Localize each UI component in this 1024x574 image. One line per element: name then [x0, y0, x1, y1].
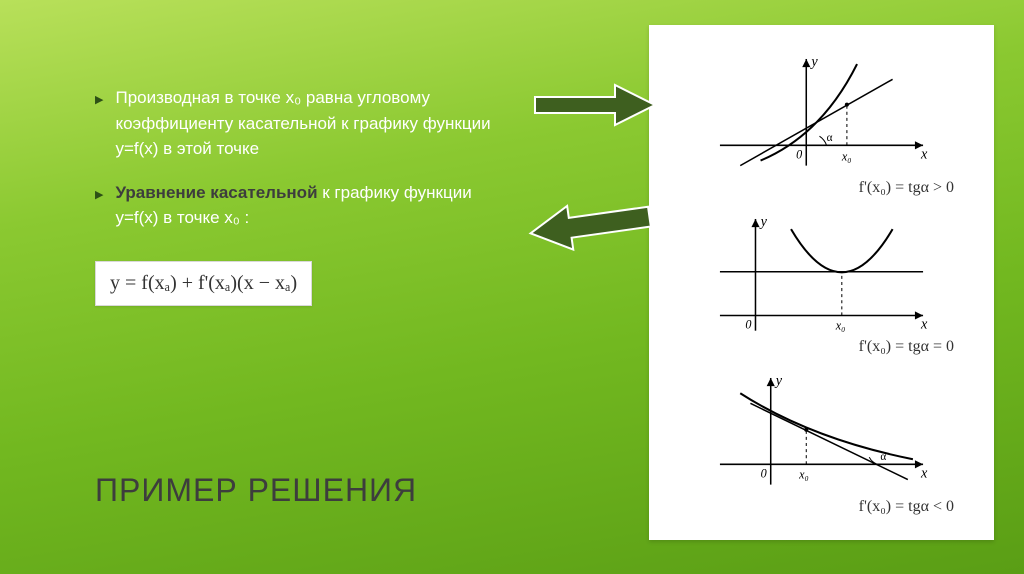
svg-text:x₀: x₀ [835, 318, 846, 332]
svg-text:y: y [759, 214, 768, 230]
svg-text:0: 0 [796, 148, 802, 162]
arrow-right-icon [530, 80, 660, 130]
svg-text:α: α [827, 132, 833, 144]
bullet-marker-icon: ▶ [95, 92, 103, 162]
svg-text:x: x [920, 466, 928, 482]
svg-text:x₀: x₀ [798, 468, 809, 482]
section-title: ПРИМЕР РЕШЕНИЯ [95, 472, 417, 509]
graph-3-svg: α 0 x₀ x y [659, 362, 984, 506]
svg-text:y: y [774, 373, 783, 389]
arrow-left-icon [525, 195, 655, 255]
bullet-marker-icon: ▶ [95, 187, 103, 231]
svg-text:x: x [920, 316, 928, 332]
svg-text:0: 0 [745, 317, 751, 331]
graph-1-svg: α 0 x₀ x y [659, 43, 984, 187]
graph-3-caption: f'(x₀) = tgα < 0 [659, 498, 984, 516]
bullet-2: ▶ Уравнение касательной к графику функци… [95, 180, 515, 231]
svg-text:y: y [809, 54, 818, 70]
graph-negative-slope: α 0 x₀ x y f'(x₀) = tgα < 0 [659, 362, 984, 522]
svg-text:α: α [880, 452, 886, 464]
bullet-1: ▶ Производная в точке x₀ равна угловому … [95, 85, 515, 162]
bullet-2-highlight: Уравнение касательной [115, 183, 317, 202]
graph-positive-slope: α 0 x₀ x y f'(x₀) = tgα > 0 [659, 43, 984, 203]
svg-text:x₀: x₀ [841, 150, 852, 164]
content-left: ▶ Производная в точке x₀ равна угловому … [95, 85, 515, 306]
graph-2-caption: f'(x₀) = tgα = 0 [659, 338, 984, 356]
svg-text:0: 0 [761, 467, 767, 481]
graph-zero-slope: 0 x₀ x y f'(x₀) = tgα = 0 [659, 203, 984, 363]
graphs-panel: α 0 x₀ x y f'(x₀) = tgα > 0 0 x₀ x y f'(… [649, 25, 994, 540]
graph-2-svg: 0 x₀ x y [659, 203, 984, 347]
tangent-equation-formula: y = f(xₐ) + f'(xₐ)(x − xₐ) [95, 261, 312, 306]
bullet-1-text: Производная в точке x₀ равна угловому ко… [115, 85, 515, 162]
bullet-2-text: Уравнение касательной к графику функции … [115, 180, 515, 231]
svg-text:x: x [920, 147, 928, 163]
graph-1-caption: f'(x₀) = tgα > 0 [659, 179, 984, 197]
